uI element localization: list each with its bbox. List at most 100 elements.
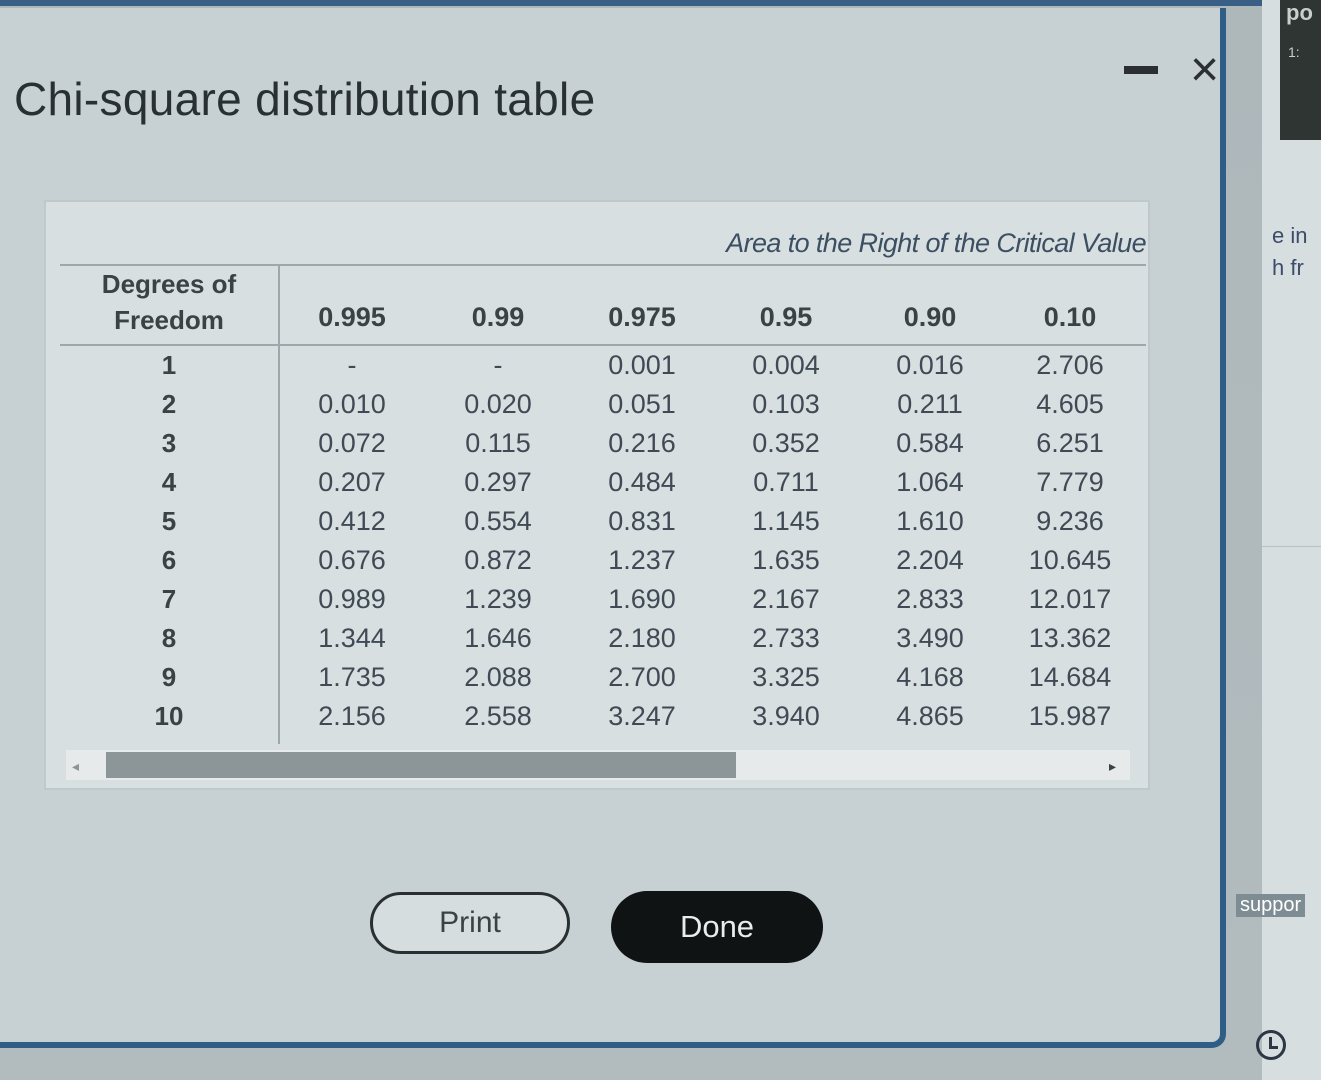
table-cell: 0.001 [608, 350, 676, 380]
table-cell: 0.584 [896, 428, 964, 458]
dof-cell: 4 [161, 467, 177, 497]
table-cell: 9.236 [1036, 506, 1104, 536]
print-button[interactable]: Print [370, 892, 570, 954]
table-cell: 0.016 [896, 350, 964, 380]
table-cell: 0.872 [464, 545, 532, 575]
table-cell: 6.251 [1036, 428, 1104, 458]
table-cell: 0.103 [752, 389, 820, 419]
close-button[interactable]: × [1190, 41, 1220, 97]
dialog-title: Chi-square distribution table [14, 73, 596, 125]
column-header: 0.10 [1043, 302, 1097, 332]
table-cell: 1.064 [896, 467, 964, 497]
table-cell: 2.088 [464, 662, 532, 692]
table-cell: - [493, 350, 503, 380]
dof-cell: 2 [161, 389, 177, 419]
dof-cell: 10 [154, 701, 184, 731]
background-text-line-2: h fr [1272, 255, 1304, 280]
table-cell: 10.645 [1028, 545, 1112, 575]
table-cell: 14.684 [1028, 662, 1112, 692]
table-cell: 0.211 [897, 389, 963, 419]
dof-cell: 3 [161, 428, 177, 458]
dof-cell: 8 [161, 623, 177, 653]
dof-cell: 5 [161, 506, 177, 536]
header-top-rule [60, 264, 1146, 266]
table-cell: 0.352 [752, 428, 820, 458]
scrollbar-thumb[interactable] [106, 752, 736, 778]
scroll-left-arrow-icon[interactable]: ◂ [72, 758, 80, 774]
table-cell: 3.325 [752, 662, 820, 692]
table-cell: 2.700 [608, 662, 676, 692]
table-cell: 3.940 [752, 701, 820, 731]
table-cell: - [347, 350, 357, 380]
table-cell: 0.207 [318, 467, 386, 497]
background-header-subtext: 1: [1288, 44, 1300, 60]
table-cell: 13.362 [1028, 623, 1112, 653]
table-cell: 2.558 [464, 701, 532, 731]
table-cell: 2.706 [1036, 350, 1104, 380]
table-cell: 0.297 [464, 467, 532, 497]
background-divider [1262, 546, 1321, 547]
table-cell: 2.833 [896, 584, 964, 614]
table-cell: 15.987 [1028, 701, 1112, 731]
clock-icon[interactable] [1256, 1030, 1286, 1060]
table-cell: 1.145 [752, 506, 820, 536]
minimize-button[interactable] [1124, 66, 1158, 74]
table-cell: 1.690 [608, 584, 676, 614]
distribution-table: Area to the Right of the Critical Value … [60, 214, 1147, 744]
table-cell: 2.733 [752, 623, 820, 653]
table-cell: 7.779 [1036, 467, 1104, 497]
area-caption: Area to the Right of the Critical Value [726, 228, 1146, 258]
table-cell: 4.865 [896, 701, 964, 731]
column-header: 0.995 [318, 302, 386, 332]
background-page [1262, 0, 1321, 1080]
table-cell: 0.051 [608, 389, 676, 419]
table-cell: 3.247 [608, 701, 676, 731]
table-cell: 1.610 [896, 506, 964, 536]
scroll-right-arrow-icon[interactable]: ▸ [1108, 758, 1116, 774]
table-cell: 2.204 [896, 545, 964, 575]
distribution-table-panel: Area to the Right of the Critical Value … [44, 200, 1150, 790]
table-cell: 0.711 [753, 467, 819, 497]
table-cell: 12.017 [1028, 584, 1112, 614]
background-header: po 1: [1280, 0, 1321, 140]
dof-cell: 9 [161, 662, 177, 692]
table-cell: 4.605 [1036, 389, 1104, 419]
dof-cell: 1 [161, 350, 177, 380]
table-cell: 1.239 [464, 584, 532, 614]
done-button[interactable]: Done [611, 891, 823, 963]
dof-cell: 6 [161, 545, 177, 575]
column-header: 0.99 [471, 302, 525, 332]
dof-header-line-2: Freedom [114, 305, 224, 335]
table-cell: 1.237 [608, 545, 676, 575]
table-cell: 2.180 [608, 623, 676, 653]
table-cell: 4.168 [896, 662, 964, 692]
table-cell: 1.344 [318, 623, 386, 653]
table-cell: 1.646 [464, 623, 532, 653]
background-support-link[interactable]: suppor [1236, 894, 1306, 917]
column-header: 0.975 [608, 302, 676, 332]
table-cell: 2.156 [318, 701, 386, 731]
column-header: 0.95 [759, 302, 813, 332]
dof-header: Degrees of Freedom [60, 266, 278, 338]
column-header: 0.90 [903, 302, 957, 332]
table-cell: 2.167 [752, 584, 820, 614]
dof-column-divider [278, 264, 280, 744]
table-cell: 0.010 [318, 389, 386, 419]
table-cell: 3.490 [896, 623, 964, 653]
background-text-line-1: e in [1272, 223, 1308, 248]
dof-cell: 7 [161, 584, 177, 614]
horizontal-scrollbar[interactable]: ◂ ▸ [66, 750, 1130, 780]
table-cell: 0.020 [464, 389, 532, 419]
table-cell: 0.831 [608, 506, 676, 536]
table-cell: 0.989 [318, 584, 386, 614]
background-header-text: po [1286, 0, 1313, 25]
chi-square-dialog: Chi-square distribution table × Area to … [0, 8, 1226, 1048]
background-text: e in h fr [1272, 220, 1307, 284]
table-cell: 0.072 [318, 428, 386, 458]
dof-header-line-1: Degrees of [101, 269, 237, 299]
table-cell: 0.115 [465, 428, 531, 458]
table-cell: 0.554 [464, 506, 532, 536]
table-cell: 0.004 [752, 350, 820, 380]
header-bottom-rule [60, 344, 1146, 346]
